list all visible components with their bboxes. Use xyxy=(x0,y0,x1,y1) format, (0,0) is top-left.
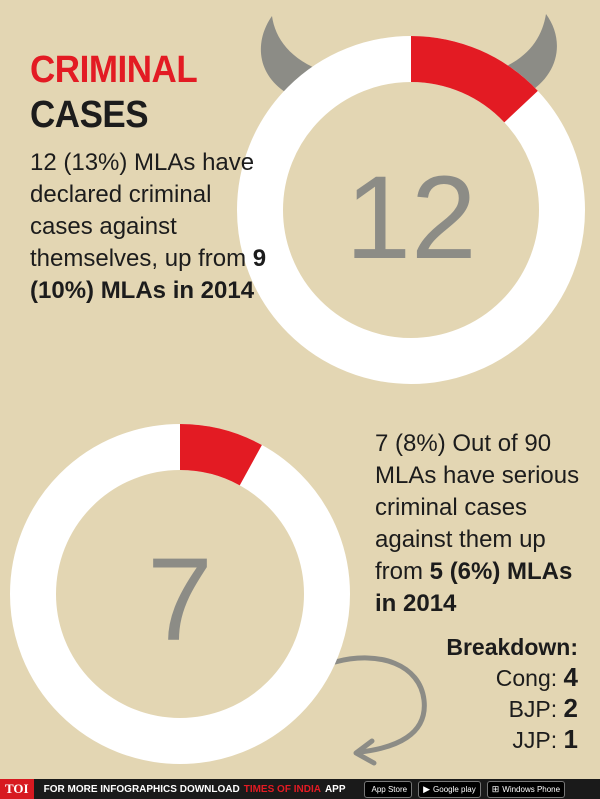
breakdown-value: 2 xyxy=(563,693,578,723)
google-play-icon: ▶ xyxy=(423,783,431,794)
footer-bar: TOI FOR MORE INFOGRAPHICS DOWNLOAD TIMES… xyxy=(0,779,600,799)
google-play-badge[interactable]: ▶ Google play xyxy=(418,780,481,798)
donut-chart-2: 7 xyxy=(10,424,350,764)
breakdown-row: Cong: 4 xyxy=(446,662,578,693)
breakdown-row: BJP: 2 xyxy=(446,693,578,724)
footer-app-text: APP xyxy=(324,783,346,795)
bottom-description-bold: 5 (6%) MLAs in 2014 xyxy=(375,558,573,617)
top-description: 12 (13%) MLAs have declared criminal cas… xyxy=(30,147,270,307)
app-store-badge[interactable]: App Store xyxy=(363,780,413,798)
donut-1-center-number: 12 xyxy=(345,152,476,284)
donut-chart-1: 12 xyxy=(237,36,585,384)
breakdown-row: JJP: 1 xyxy=(446,724,578,755)
donut-2-highlight-segment xyxy=(180,424,262,486)
windows-icon: ⊞ xyxy=(491,783,500,794)
toi-logo[interactable]: TOI xyxy=(0,779,34,799)
title-line-2: CASES xyxy=(30,94,149,136)
app-store-label: App Store xyxy=(371,784,408,794)
breakdown-party: BJP: xyxy=(508,696,558,722)
donut-1-highlight-segment xyxy=(411,36,538,123)
title-line-1: CRIMINAL xyxy=(30,49,198,91)
breakdown-value: 4 xyxy=(563,662,578,692)
top-description-bold: 9 (10%) MLAs in 2014 xyxy=(30,245,267,304)
bottom-description: 7 (8%) Out of 90 MLAs have serious crimi… xyxy=(375,428,600,620)
breakdown-party: Cong: xyxy=(495,665,558,691)
footer-text: FOR MORE INFOGRAPHICS DOWNLOAD xyxy=(43,783,240,795)
google-play-label: Google play xyxy=(433,784,476,794)
windows-phone-label: Windows Phone xyxy=(502,784,561,794)
tail-icon xyxy=(332,655,427,755)
windows-phone-badge[interactable]: ⊞ Windows Phone xyxy=(486,780,566,798)
donut-2-center-number: 7 xyxy=(147,534,213,666)
breakdown-title: Breakdown: xyxy=(446,634,578,660)
top-description-plain: 12 (13%) MLAs have declared criminal cas… xyxy=(30,149,255,272)
bottom-description-plain: 7 (8%) Out of 90 MLAs have serious crimi… xyxy=(375,430,580,585)
breakdown-panel: Breakdown: Cong: 4 BJP: 2 JJP: 1 xyxy=(446,632,578,755)
breakdown-value: 1 xyxy=(563,724,578,754)
breakdown-party: JJP: xyxy=(512,727,558,753)
tail-arrow-icon xyxy=(353,738,377,766)
footer-brand-text: TIMES OF INDIA xyxy=(243,783,321,795)
